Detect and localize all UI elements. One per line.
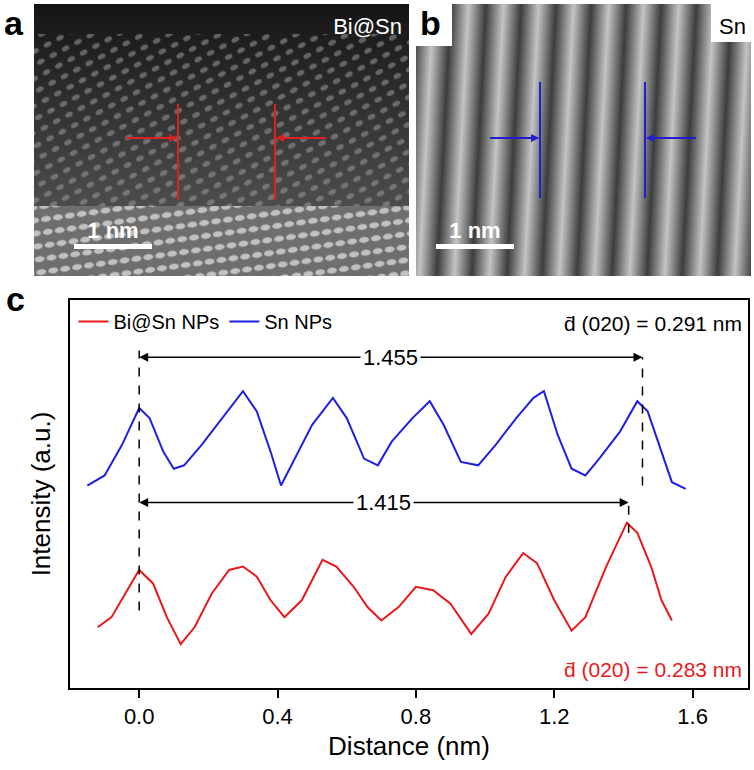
svg-text:1.2: 1.2 <box>539 704 570 729</box>
svg-text:0.0: 0.0 <box>124 704 155 729</box>
svg-text:Bi@Sn: Bi@Sn <box>333 14 402 39</box>
svg-text:d̄ (020) = 0.291 nm: d̄ (020) = 0.291 nm <box>564 312 742 335</box>
svg-text:0.8: 0.8 <box>401 704 432 729</box>
html-text:a: a <box>4 4 23 42</box>
html-text:c: c <box>6 280 25 318</box>
svg-text:Distance (nm): Distance (nm) <box>328 731 490 761</box>
svg-text:Sn: Sn <box>719 14 746 39</box>
svg-text:1.455: 1.455 <box>363 345 418 370</box>
svg-text:1 nm: 1 nm <box>87 218 138 243</box>
svg-text:Bi@Sn NPs: Bi@Sn NPs <box>113 311 219 333</box>
html-text:b: b <box>420 4 441 42</box>
svg-text:Sn NPs: Sn NPs <box>264 311 332 333</box>
svg-text:Intensity (a.u.): Intensity (a.u.) <box>26 412 56 577</box>
svg-text:1.6: 1.6 <box>677 704 708 729</box>
svg-text:1.415: 1.415 <box>356 490 411 515</box>
svg-text:d̄ (020) = 0.283 nm: d̄ (020) = 0.283 nm <box>564 658 742 681</box>
svg-text:1 nm: 1 nm <box>449 218 500 243</box>
svg-text:0.4: 0.4 <box>262 704 293 729</box>
